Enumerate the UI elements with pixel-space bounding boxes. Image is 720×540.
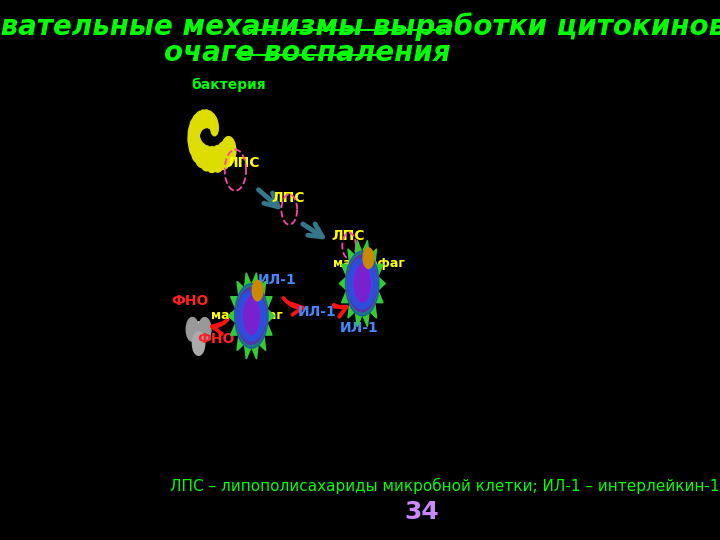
Circle shape xyxy=(221,137,236,165)
Text: ЛПС: ЛПС xyxy=(226,157,260,171)
Circle shape xyxy=(192,322,204,346)
Circle shape xyxy=(192,139,204,163)
Text: ЛПС: ЛПС xyxy=(331,230,365,244)
Circle shape xyxy=(348,255,377,312)
Circle shape xyxy=(217,142,230,170)
Circle shape xyxy=(199,318,211,341)
Circle shape xyxy=(195,143,208,167)
Circle shape xyxy=(188,128,199,150)
Circle shape xyxy=(207,113,216,130)
Circle shape xyxy=(252,280,263,301)
Circle shape xyxy=(192,332,204,355)
Circle shape xyxy=(189,123,199,144)
Text: ИЛ-1: ИЛ-1 xyxy=(340,321,379,335)
Text: ФНО: ФНО xyxy=(197,332,235,346)
Circle shape xyxy=(205,147,219,173)
Text: макрофаг: макрофаг xyxy=(211,308,283,322)
Circle shape xyxy=(241,297,261,335)
Circle shape xyxy=(210,116,217,131)
Circle shape xyxy=(211,145,225,172)
Polygon shape xyxy=(235,284,268,348)
Text: ИЛ-1: ИЛ-1 xyxy=(298,305,337,319)
Text: очаге воспаления: очаге воспаления xyxy=(164,39,451,67)
Circle shape xyxy=(186,318,199,341)
Circle shape xyxy=(202,110,211,127)
Text: ФНО: ФНО xyxy=(171,294,209,308)
Text: бактерия: бактерия xyxy=(192,78,266,92)
Text: ИЛ-1: ИЛ-1 xyxy=(257,273,296,287)
Circle shape xyxy=(199,110,208,129)
Text: макрофаг: макрофаг xyxy=(333,257,405,271)
Circle shape xyxy=(210,119,218,133)
Circle shape xyxy=(211,122,218,136)
Circle shape xyxy=(189,134,201,157)
Polygon shape xyxy=(346,251,379,316)
Circle shape xyxy=(190,118,200,139)
Circle shape xyxy=(363,248,374,268)
Text: 34: 34 xyxy=(405,500,439,524)
Polygon shape xyxy=(228,273,274,359)
Text: ЛПС – липополисахариды микробной клетки; ИЛ-1 – интерлейкин-1; ФНО – фактор некр: ЛПС – липополисахариды микробной клетки;… xyxy=(170,478,720,494)
Circle shape xyxy=(237,288,266,344)
Polygon shape xyxy=(339,240,385,327)
Text: ЛПС: ЛПС xyxy=(271,192,305,206)
Circle shape xyxy=(195,111,205,131)
Circle shape xyxy=(353,265,372,302)
Circle shape xyxy=(205,111,214,128)
Circle shape xyxy=(192,114,202,134)
Circle shape xyxy=(199,146,213,171)
Text: Последовательные механизмы выработки цитокинов в: Последовательные механизмы выработки цит… xyxy=(0,12,720,40)
